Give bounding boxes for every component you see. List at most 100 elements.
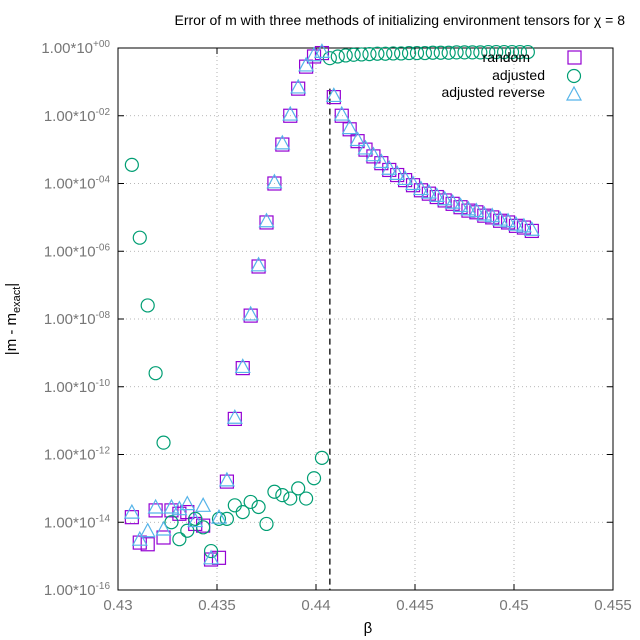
y-tick-mantissa: 1.00*10 (44, 379, 96, 396)
data-point-circle (235, 504, 250, 520)
legend-label-adjusted: adjusted (492, 67, 545, 83)
data-point-circle (457, 45, 472, 60)
data-point-circle (338, 48, 353, 63)
y-tick-exponent: -16 (96, 581, 111, 592)
data-point-square (227, 411, 242, 427)
data-point-triangle (515, 217, 532, 233)
data-point-square (437, 193, 452, 208)
data-point-square (164, 503, 179, 518)
data-point-square (243, 308, 258, 323)
data-point-circle (251, 499, 266, 515)
data-point-circle (489, 44, 504, 60)
data-point-circle (394, 46, 409, 61)
y-axis-label-main: |m - m (3, 313, 20, 355)
data-point-square (516, 220, 532, 235)
data-point-square (445, 196, 460, 211)
y-tick-label: 1.00*10-10 (44, 378, 111, 396)
y-axis-label: |m - mexact| (3, 283, 23, 355)
data-point-triangle (476, 205, 493, 221)
data-point-square (267, 176, 282, 191)
data-point-circle (306, 471, 322, 486)
series-adjusted-reverse (123, 43, 540, 565)
data-point-square (291, 81, 306, 96)
y-tick-mantissa: 1.00*10 (44, 108, 96, 125)
data-point-triangle (163, 498, 180, 514)
data-point-circle (243, 494, 258, 510)
data-point-circle (211, 511, 227, 526)
data-point-triangle (333, 105, 350, 121)
data-point-circle (504, 44, 520, 60)
y-tick-exponent: -06 (96, 242, 111, 253)
series-random (124, 45, 539, 567)
data-point-circle (512, 44, 528, 60)
y-tick-label: 1.00*10-02 (44, 107, 111, 125)
y-tick-mantissa: 1.00*10 (44, 582, 96, 599)
y-tick-label: 1.00*10-08 (44, 310, 111, 328)
data-point-triangle (282, 105, 299, 121)
data-point-square (524, 223, 539, 239)
data-point-triangle (313, 43, 330, 58)
data-point-circle (219, 511, 234, 526)
y-tick-exponent: -12 (96, 446, 111, 457)
data-point-triangle (397, 170, 414, 186)
data-point-triangle (234, 358, 251, 374)
data-point-triangle (389, 165, 406, 180)
data-point-circle (172, 532, 187, 547)
data-point-circle (330, 49, 345, 64)
axis-ticks: 0.43 0.435 0.44 0.445 0.45 0.4551.00*10+001.0… (41, 39, 631, 614)
y-tick-label: 1.00*10-06 (44, 242, 111, 260)
data-point-square (132, 535, 147, 550)
data-point-triangle (139, 522, 156, 538)
data-point-circle (354, 47, 369, 62)
legend-item-random: random (483, 49, 582, 65)
data-point-triangle (412, 180, 429, 196)
data-point-triangle (179, 495, 196, 511)
data-point-circle (132, 230, 147, 245)
data-point-triangle (195, 497, 212, 512)
data-point-square (326, 90, 341, 105)
data-point-circle (378, 46, 393, 61)
legend: random adjusted adjusted reverse (441, 49, 583, 101)
legend-item-adjusted: adjusted (492, 67, 582, 84)
data-point-circle (180, 523, 195, 538)
data-point-triangle (428, 187, 445, 202)
legend-label-adjusted-reverse: adjusted reverse (441, 84, 545, 100)
y-axis-label-sub: exact (11, 287, 23, 313)
data-point-square (275, 137, 290, 152)
data-point-triangle (452, 197, 469, 213)
y-tick-exponent: -14 (96, 513, 111, 524)
data-point-circle (346, 47, 361, 62)
y-tick-mantissa: 1.00*10 (44, 311, 96, 328)
data-point-circle (148, 366, 163, 381)
legend-marker-triangle (565, 85, 583, 101)
data-point-circle (314, 450, 330, 465)
data-point-triangle (131, 530, 148, 546)
data-point-triangle (171, 500, 188, 516)
y-tick-label: 1.00*10-14 (44, 513, 111, 531)
data-point-square (140, 537, 155, 552)
data-point-square (500, 215, 516, 230)
data-point-square (299, 59, 314, 74)
data-point-square (429, 189, 444, 205)
y-tick-mantissa: 1.00*10 (44, 514, 96, 531)
series-adjusted (124, 44, 535, 559)
y-tick-exponent: -10 (96, 378, 111, 389)
data-point-triangle (218, 471, 235, 487)
data-point-square (235, 361, 250, 376)
data-point-triangle (500, 212, 517, 228)
data-point-triangle (274, 134, 291, 150)
data-point-circle (441, 45, 456, 60)
data-point-circle (124, 157, 139, 172)
data-point-circle (322, 51, 337, 66)
data-point-triangle (523, 220, 540, 236)
x-tick-label: 0.435 (198, 597, 236, 614)
data-point-circle (481, 44, 496, 60)
data-point-square (259, 215, 274, 230)
data-point-square (148, 503, 163, 518)
y-tick-label: 1.00*10-04 (44, 175, 111, 193)
data-point-triangle (460, 200, 477, 216)
data-point-triangle (420, 183, 437, 199)
data-point-triangle (492, 210, 509, 226)
data-point-triangle (468, 202, 485, 218)
